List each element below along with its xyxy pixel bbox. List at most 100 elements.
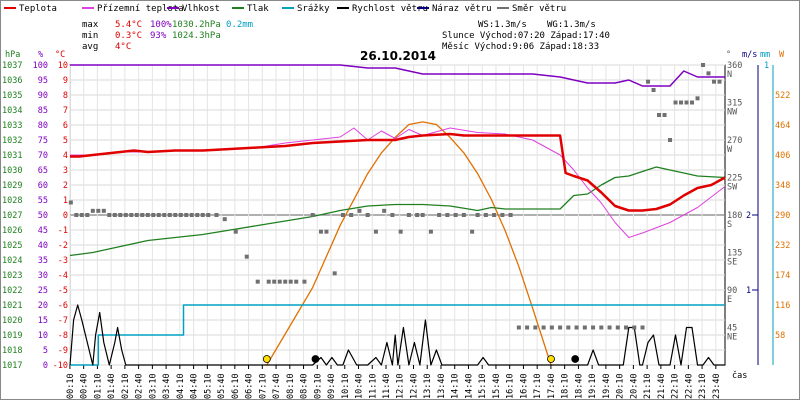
y-tick-temp: 1 [63,196,68,206]
y-tick-temp: -5 [58,286,68,296]
y-tick-dir-deg: 225 [727,174,742,184]
wind-direction-point [717,79,722,84]
axis-unit-pct: % [38,50,43,60]
legend-label: Teplota [19,4,57,14]
wind-direction-point [695,96,700,101]
x-tick-label: 02:40 [135,373,145,399]
axis-unit-mm: mm [760,50,770,60]
wind-direction-point [349,213,354,217]
wind-direction-point [640,325,645,330]
x-tick-label: 09:10 [313,373,323,399]
wind-direction-point [651,88,656,92]
x-tick-label: 12:40 [409,373,419,399]
wind-direction-point [428,229,433,234]
wind-direction-point [516,325,521,330]
wind-direction-point [712,79,717,84]
stat-min-hum: 93% [150,31,167,41]
series-humidity [70,64,725,87]
legend-label: Přízemní teplota [97,4,184,14]
y-tick-w: 116 [775,301,790,311]
y-tick-dir-name: S [727,220,732,230]
y-tick-temp: 7 [63,106,68,116]
y-tick-dir-deg: 315 [727,99,742,109]
wind-direction-point [420,213,425,217]
y-tick-dir-name: E [727,295,732,305]
wind-direction-point [184,213,189,217]
y-tick-pct: 25 [38,286,48,296]
y-tick-temp: 4 [63,151,68,161]
wind-direction-point [574,325,579,330]
wind-direction-point [68,200,73,205]
stat-wg: WG:1.3m/s [547,20,596,30]
y-tick-hpa: 1024 [2,256,22,266]
y-tick-temp: 6 [63,121,68,131]
y-tick-pct: 75 [38,136,48,146]
y-tick-temp: -7 [58,316,68,326]
x-tick-label: 13:40 [437,373,447,399]
legend-label: Vlhkost [182,4,220,14]
x-tick-label: 00:10 [66,373,76,399]
y-tick-hpa: 1021 [2,301,22,311]
y-tick-dir-deg: 45 [727,324,737,334]
y-tick-dir-name: SW [727,183,738,193]
y-tick-dir-name: SE [727,258,737,268]
axis-unit-deg: ° [726,50,731,60]
sunset-icon [547,355,555,363]
x-tick-label: 12:10 [396,373,406,399]
y-tick-temp: 3 [63,166,68,176]
x-tick-label: 14:40 [464,373,474,399]
wind-direction-point [277,279,282,284]
y-tick-dir-deg: 180 [727,211,742,221]
y-tick-dir-name: N [727,70,732,80]
y-tick-hpa: 1026 [2,226,22,236]
wind-direction-point [266,279,271,284]
wind-direction-point [112,213,117,217]
wind-direction-point [340,213,345,217]
legend-label: Srážky [297,4,330,14]
stat-min-label: min [82,31,98,41]
y-tick-pct: 60 [38,181,48,191]
y-tick-hpa: 1027 [2,211,22,221]
wind-direction-point [390,213,395,217]
x-tick-label: 05:10 [203,373,213,399]
wind-direction-point [294,279,299,284]
wind-direction-point [632,325,637,330]
y-tick-hpa: 1033 [2,121,22,131]
y-tick-pct: 5 [43,346,48,356]
wind-direction-point [461,213,466,217]
series-pressure [69,166,726,257]
x-tick-label: 01:40 [107,373,117,399]
y-tick-hpa: 1019 [2,331,22,341]
y-tick-pct: 10 [38,331,48,341]
stat-ws: WS:1.3m/s [478,20,527,30]
wind-direction-point [288,279,293,284]
wind-direction-point [151,213,156,217]
y-tick-hpa: 1018 [2,346,22,356]
moonset-icon [571,355,580,363]
series-rain [70,304,725,366]
wind-direction-point [90,208,95,213]
wind-direction-point [244,254,249,259]
x-tick-label: 18:40 [574,373,584,399]
wind-direction-point [684,100,689,105]
wind-direction-point [107,213,112,217]
y-tick-pct: 50 [38,211,48,221]
y-tick-hpa: 1032 [2,136,22,146]
y-tick-dir-name: NW [727,108,738,118]
stat-max-temp: 5.4°C [115,20,142,30]
wind-direction-point [324,229,329,234]
wind-direction-point [118,213,123,217]
x-tick-label: 05:40 [217,373,227,399]
y-tick-dir-deg: 90 [727,286,737,296]
y-tick-hpa: 1035 [2,91,22,101]
wind-direction-point [673,100,678,105]
wind-direction-point [373,229,378,234]
x-tick-label: 16:40 [519,373,529,399]
y-tick-hpa: 1017 [2,361,22,371]
wind-direction-point [415,213,420,217]
stat-avg-temp: 4°C [115,42,131,52]
wind-direction-point [541,325,546,330]
wind-direction-point [566,325,571,330]
x-tick-label: 15:40 [492,373,502,399]
